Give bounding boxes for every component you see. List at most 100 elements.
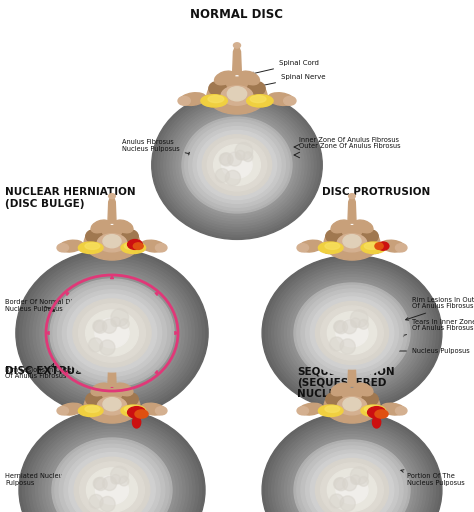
Ellipse shape bbox=[369, 245, 381, 253]
Ellipse shape bbox=[265, 258, 439, 408]
Ellipse shape bbox=[262, 413, 442, 512]
Ellipse shape bbox=[114, 383, 133, 396]
Ellipse shape bbox=[155, 93, 319, 237]
Ellipse shape bbox=[331, 383, 350, 396]
Ellipse shape bbox=[29, 261, 194, 405]
Ellipse shape bbox=[83, 245, 95, 253]
Circle shape bbox=[243, 152, 253, 162]
Ellipse shape bbox=[323, 408, 335, 416]
Text: Anulus Fibrosus
Nucleus Pulposus: Anulus Fibrosus Nucleus Pulposus bbox=[122, 139, 191, 155]
Ellipse shape bbox=[246, 95, 273, 107]
Circle shape bbox=[343, 477, 357, 491]
Ellipse shape bbox=[272, 421, 432, 512]
Ellipse shape bbox=[201, 95, 228, 107]
Ellipse shape bbox=[301, 289, 403, 377]
Ellipse shape bbox=[281, 272, 423, 394]
Ellipse shape bbox=[67, 294, 156, 372]
Ellipse shape bbox=[337, 397, 367, 415]
Ellipse shape bbox=[170, 106, 304, 224]
Ellipse shape bbox=[354, 383, 373, 396]
Ellipse shape bbox=[23, 255, 201, 411]
Circle shape bbox=[111, 309, 128, 326]
Ellipse shape bbox=[207, 77, 267, 114]
Ellipse shape bbox=[84, 389, 140, 423]
Circle shape bbox=[235, 142, 253, 160]
Text: DISC EXTRUSION: DISC EXTRUSION bbox=[5, 366, 104, 376]
Circle shape bbox=[110, 466, 128, 484]
Circle shape bbox=[93, 321, 104, 332]
Ellipse shape bbox=[36, 424, 189, 512]
Ellipse shape bbox=[283, 96, 296, 105]
Ellipse shape bbox=[362, 393, 378, 406]
Ellipse shape bbox=[19, 252, 205, 414]
Circle shape bbox=[225, 170, 240, 186]
Ellipse shape bbox=[297, 286, 407, 380]
Ellipse shape bbox=[155, 407, 167, 415]
Circle shape bbox=[219, 153, 231, 165]
Ellipse shape bbox=[176, 112, 298, 218]
Ellipse shape bbox=[326, 230, 342, 243]
Ellipse shape bbox=[361, 405, 386, 416]
Ellipse shape bbox=[291, 437, 413, 512]
Ellipse shape bbox=[185, 119, 289, 210]
Text: NORMAL DISC: NORMAL DISC bbox=[191, 8, 283, 21]
Ellipse shape bbox=[40, 270, 184, 396]
Ellipse shape bbox=[124, 243, 139, 249]
Ellipse shape bbox=[255, 98, 268, 107]
Ellipse shape bbox=[209, 81, 227, 96]
Ellipse shape bbox=[349, 357, 356, 361]
Text: Rim Lesions In Outer Zone
Of Anulus Fibrosus: Rim Lesions In Outer Zone Of Anulus Fibr… bbox=[5, 364, 93, 379]
Ellipse shape bbox=[91, 220, 110, 233]
Circle shape bbox=[111, 317, 120, 327]
Circle shape bbox=[119, 476, 129, 486]
Ellipse shape bbox=[86, 230, 102, 243]
Ellipse shape bbox=[59, 444, 165, 512]
Ellipse shape bbox=[46, 432, 179, 512]
Ellipse shape bbox=[84, 226, 140, 260]
Ellipse shape bbox=[214, 144, 260, 185]
Ellipse shape bbox=[179, 114, 295, 216]
Ellipse shape bbox=[85, 243, 100, 249]
Ellipse shape bbox=[97, 234, 127, 252]
Ellipse shape bbox=[381, 240, 405, 252]
Ellipse shape bbox=[161, 98, 313, 231]
Ellipse shape bbox=[343, 398, 361, 411]
Text: Spinal Cord: Spinal Cord bbox=[251, 60, 319, 75]
Ellipse shape bbox=[239, 71, 259, 85]
Ellipse shape bbox=[316, 302, 389, 365]
Text: Herniated Nucleus
Pulposus: Herniated Nucleus Pulposus bbox=[5, 472, 98, 486]
Ellipse shape bbox=[369, 408, 381, 416]
Ellipse shape bbox=[78, 242, 103, 253]
Ellipse shape bbox=[91, 383, 110, 396]
Ellipse shape bbox=[128, 407, 146, 418]
Ellipse shape bbox=[73, 299, 151, 367]
Polygon shape bbox=[348, 195, 356, 223]
Ellipse shape bbox=[278, 269, 426, 397]
Ellipse shape bbox=[80, 462, 145, 512]
Ellipse shape bbox=[26, 258, 198, 408]
Ellipse shape bbox=[63, 290, 162, 376]
Text: Tears In Inner Zone
Of Anulus Fibrosus: Tears In Inner Zone Of Anulus Fibrosus bbox=[401, 318, 474, 337]
Ellipse shape bbox=[74, 457, 150, 512]
Text: Spinal Nerve: Spinal Nerve bbox=[259, 74, 326, 87]
Ellipse shape bbox=[193, 126, 281, 203]
Ellipse shape bbox=[124, 406, 139, 412]
Ellipse shape bbox=[122, 230, 138, 243]
Ellipse shape bbox=[215, 71, 235, 85]
Ellipse shape bbox=[291, 280, 413, 386]
Ellipse shape bbox=[141, 403, 165, 415]
Ellipse shape bbox=[328, 312, 377, 354]
Ellipse shape bbox=[19, 410, 205, 512]
Ellipse shape bbox=[299, 403, 323, 415]
Ellipse shape bbox=[262, 255, 442, 411]
Ellipse shape bbox=[152, 91, 322, 240]
Ellipse shape bbox=[129, 408, 141, 416]
Ellipse shape bbox=[33, 264, 191, 402]
Ellipse shape bbox=[22, 412, 202, 512]
Ellipse shape bbox=[337, 234, 367, 252]
Circle shape bbox=[236, 151, 245, 160]
Ellipse shape bbox=[247, 81, 265, 96]
Ellipse shape bbox=[114, 220, 133, 233]
Circle shape bbox=[220, 153, 233, 166]
Ellipse shape bbox=[319, 405, 343, 416]
